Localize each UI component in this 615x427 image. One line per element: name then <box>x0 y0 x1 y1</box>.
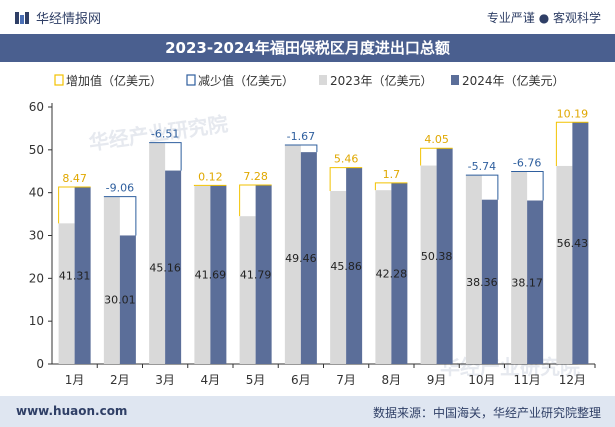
huajing-logo-icon <box>15 11 29 24</box>
increase-bracket <box>555 121 589 166</box>
bar-2023 <box>420 165 437 364</box>
bar-2024 <box>436 148 453 364</box>
bar-2023 <box>239 216 256 364</box>
y-tick-label: 40 <box>29 186 44 200</box>
legend-2024-label: 2024年（亿美元） <box>462 73 565 88</box>
x-tick-label: 2月 <box>110 373 130 387</box>
legend-increase-label: 增加值（亿美元） <box>66 73 162 88</box>
increase-bracket <box>374 182 408 191</box>
bar-2023 <box>556 165 573 364</box>
change-label: 8.47 <box>62 172 87 185</box>
bar-2023 <box>511 171 528 364</box>
bar-2024 <box>572 122 589 364</box>
change-label: 7.28 <box>243 170 268 183</box>
y-tick-label: 0 <box>36 357 44 371</box>
bar-2023 <box>375 190 392 364</box>
footer-url: www.huaon.com <box>16 404 128 418</box>
value-label-2024: 38.36 <box>466 276 498 289</box>
bar-2024 <box>527 200 544 364</box>
top-bar: 华经情报网 专业严谨 ● 客观科学 <box>0 0 615 34</box>
change-label: -1.67 <box>287 130 315 143</box>
legend-2023-swatch <box>319 75 327 85</box>
value-label-2024: 41.79 <box>240 268 272 281</box>
change-label: 5.46 <box>334 153 359 166</box>
change-label: 1.7 <box>383 168 401 181</box>
bar-2023 <box>103 196 120 364</box>
bar-2024 <box>74 187 91 364</box>
decrease-bracket <box>511 171 544 201</box>
legend-2023-label: 2023年（亿美元） <box>330 73 433 88</box>
value-label-2024: 50.38 <box>421 250 453 263</box>
bar-2024 <box>346 167 363 364</box>
legend-decrease-swatch <box>186 74 196 86</box>
tagline: 专业严谨 ● 客观科学 <box>486 11 601 25</box>
value-label-2024: 38.17 <box>511 276 543 289</box>
bar-2024 <box>165 170 182 364</box>
value-label-2024: 42.28 <box>376 267 408 280</box>
x-tick-label: 7月 <box>336 373 356 387</box>
increase-bracket <box>329 167 363 191</box>
y-tick-label: 30 <box>29 229 44 243</box>
decrease-bracket <box>149 142 182 171</box>
value-label-2024: 41.31 <box>59 270 91 283</box>
bar-2023 <box>465 175 482 364</box>
brand-name: 华经情报网 <box>36 12 102 27</box>
bar-2023 <box>284 144 301 364</box>
value-label-2024: 45.16 <box>149 261 181 274</box>
change-label: 0.12 <box>198 170 223 183</box>
bar-2024 <box>391 182 408 364</box>
x-tick-label: 5月 <box>246 373 266 387</box>
value-label-2024: 30.01 <box>104 294 136 307</box>
decrease-bracket <box>284 144 318 153</box>
plot-area: 0 10 20 30 40 50 60 1月 8.47 41.31 2月 -9.06 30.01 3月 -6… <box>29 100 596 387</box>
bar-chart: 增加值（亿美元） 减少值（亿美元） 2023年（亿美元） 2024年（亿美元） … <box>29 73 596 387</box>
x-tick-label: 12月 <box>559 373 586 387</box>
change-label: 10.19 <box>557 107 589 120</box>
y-tick-label: 60 <box>29 100 44 114</box>
bar-2024 <box>210 185 227 364</box>
increase-bracket <box>420 147 453 166</box>
y-tick-label: 50 <box>29 143 44 157</box>
footer: www.huaon.com 数据来源：中国海关，华经产业研究院整理 <box>0 396 615 427</box>
x-tick-label: 1月 <box>65 373 85 387</box>
change-label: -6.51 <box>151 128 179 141</box>
legend-decrease-label: 减少值（亿美元） <box>198 73 294 88</box>
bar-2024 <box>255 184 272 364</box>
x-tick-label: 11月 <box>513 373 540 387</box>
footer-source: 数据来源：中国海关，华经产业研究院整理 <box>372 406 601 420</box>
decrease-bracket <box>103 196 137 236</box>
bar-2024 <box>300 152 317 364</box>
x-tick-label: 9月 <box>427 373 447 387</box>
increase-bracket <box>58 186 91 224</box>
change-label: -6.76 <box>513 157 541 170</box>
legend: 增加值（亿美元） 减少值（亿美元） 2023年（亿美元） 2024年（亿美元） <box>54 73 565 88</box>
value-label-2024: 56.43 <box>557 237 589 250</box>
change-label: -5.74 <box>468 160 496 173</box>
change-label: 4.05 <box>424 133 449 146</box>
x-tick-label: 4月 <box>201 373 221 387</box>
y-tick-label: 10 <box>29 314 44 328</box>
legend-increase-swatch <box>54 74 64 86</box>
bar-2024 <box>119 235 136 364</box>
x-tick-label: 8月 <box>382 373 402 387</box>
y-tick-label: 20 <box>29 271 44 285</box>
x-tick-label: 3月 <box>155 373 175 387</box>
increase-bracket <box>239 184 272 217</box>
x-tick-label: 6月 <box>291 373 311 387</box>
brand: 华经情报网 <box>14 8 101 27</box>
x-tick-label: 10月 <box>468 373 495 387</box>
bar-2023 <box>149 142 166 364</box>
legend-2024-swatch <box>451 75 459 85</box>
chart-title: 2023-2024年福田保税区月度进出口总额 <box>0 34 615 62</box>
value-label-2024: 41.69 <box>195 269 227 282</box>
bar-2023 <box>330 190 347 364</box>
increase-bracket <box>193 184 227 186</box>
value-label-2024: 49.46 <box>285 252 317 265</box>
change-label: -9.06 <box>106 182 134 195</box>
bar-2023 <box>58 223 75 364</box>
decrease-bracket <box>465 174 499 200</box>
value-label-2024: 45.86 <box>330 260 362 273</box>
bar-2023 <box>194 185 211 364</box>
bar-2024 <box>481 199 498 364</box>
